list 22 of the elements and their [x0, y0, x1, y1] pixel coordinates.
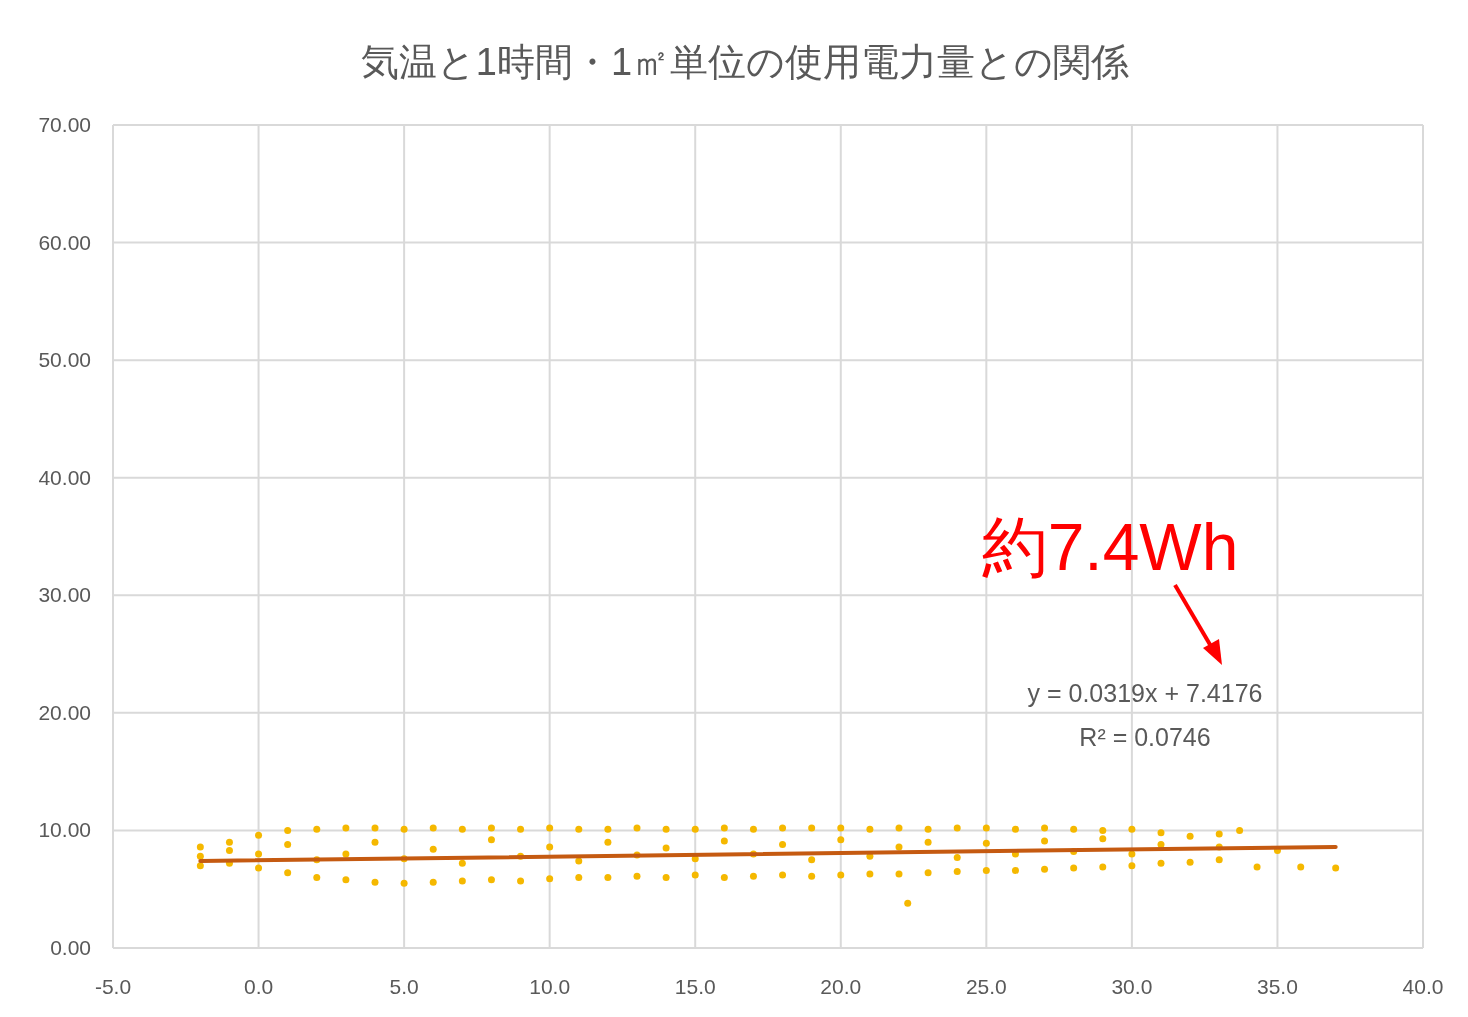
x-tick-label: 35.0 [1257, 975, 1298, 998]
y-tick-label: 50.00 [38, 348, 91, 372]
y-tick-label: 40.00 [38, 465, 91, 489]
x-tick-label: 0.0 [243, 975, 274, 998]
y-tick-label: 20.00 [38, 700, 91, 724]
y-tick-label: 30.00 [38, 583, 91, 607]
x-tick-label: 25.0 [965, 975, 1007, 998]
annotation: y = 0.0319x + 7.4176 [1027, 679, 1263, 707]
x-tick-label: 30.0 [1111, 975, 1153, 998]
annotation: R² = 0.0746 [1079, 723, 1211, 751]
y-tick-label: 60.00 [38, 230, 91, 254]
annotation: 約7.4Wh [981, 510, 1239, 584]
y-tick-label: 70.00 [38, 113, 91, 136]
y-tick-label: 10.00 [38, 818, 91, 842]
x-tick-label: 20.0 [820, 975, 862, 998]
x-tick-label: 10.0 [529, 975, 571, 998]
x-tick-label: 40.0 [1402, 975, 1444, 998]
y-tick-label: 0.00 [50, 936, 91, 959]
x-tick-label: 5.0 [389, 975, 419, 998]
chart-title: 気温と1時間・1㎡単位の使用電力量との関係 [360, 41, 1130, 83]
x-tick-label: 15.0 [674, 975, 716, 998]
x-tick-label: -5.0 [94, 975, 132, 998]
